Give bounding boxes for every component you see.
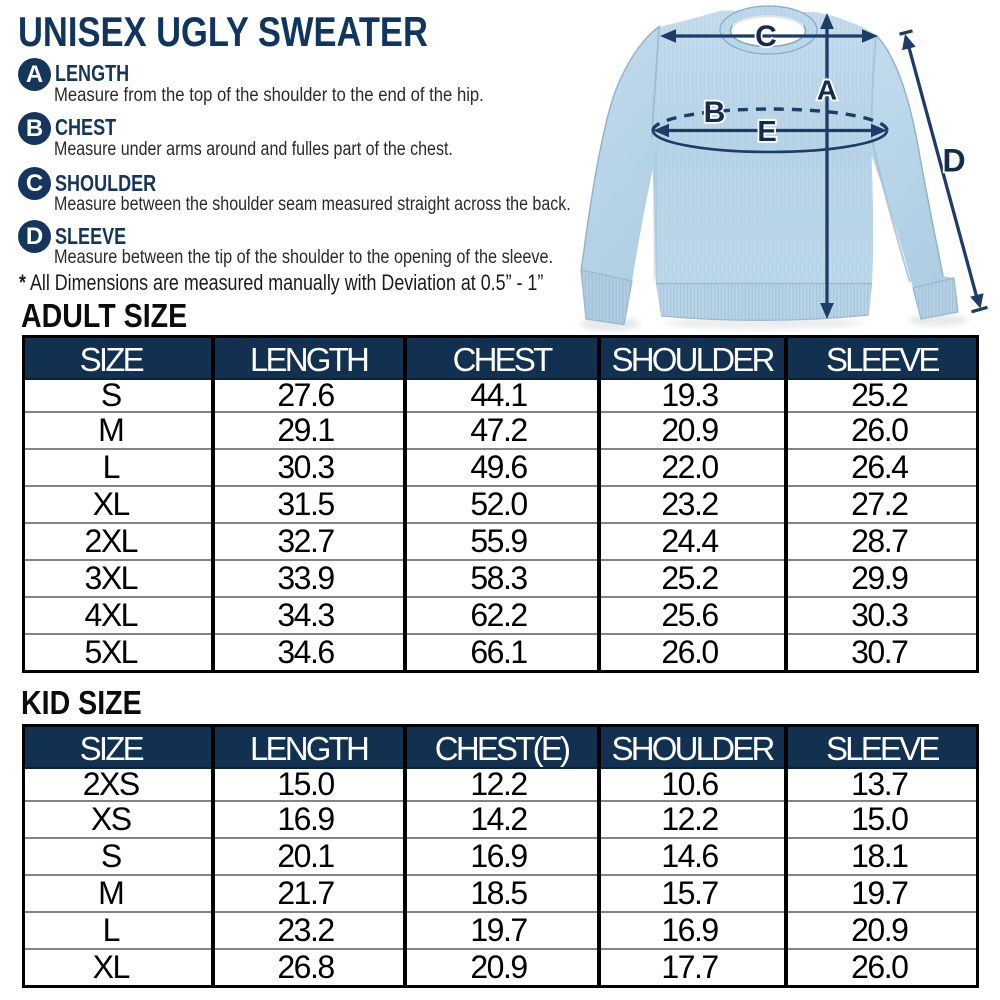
svg-text:D: D [942,143,965,179]
svg-text:E: E [757,116,776,148]
svg-text:A: A [817,75,837,106]
svg-text:B: B [704,96,726,129]
svg-text:C: C [755,20,777,53]
